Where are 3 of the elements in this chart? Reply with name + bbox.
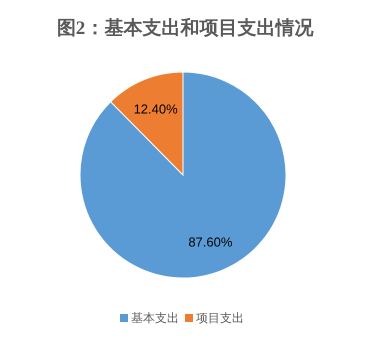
legend-label: 基本支出 — [131, 311, 179, 325]
legend-label: 项目支出 — [196, 311, 244, 325]
title: 图2：基本支出和项目支出情况 — [56, 18, 314, 39]
